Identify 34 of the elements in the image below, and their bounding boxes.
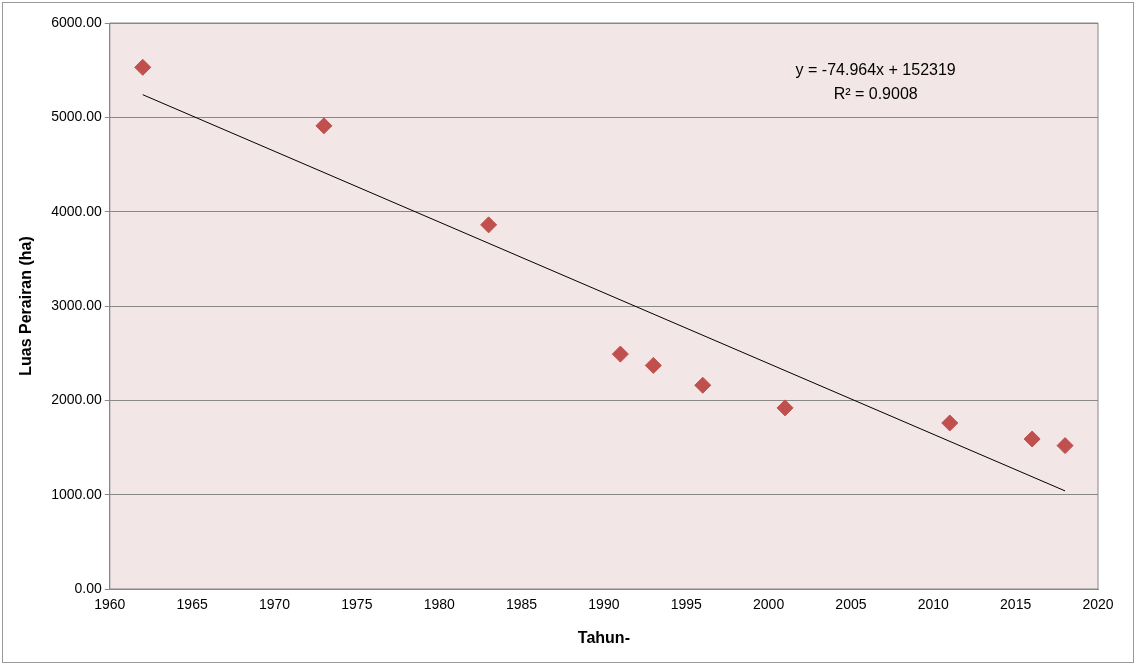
point [941,414,959,432]
y-tick-label: 1000.00 [51,485,103,502]
annotation: R² = 0.9008 [833,85,918,103]
x-tick-label: 1990 [588,596,620,613]
point [1023,430,1041,448]
x-tick-label: 2005 [835,596,867,613]
annotation: y = -74.964x + 152319 [795,61,956,79]
point [694,376,712,394]
x-tick-label: 2020 [1082,596,1114,613]
y-tick-label: 4000.00 [51,202,103,219]
y-tick-label: 0.00 [74,579,103,596]
x-tick-label: 1965 [176,596,208,613]
x-tick-label: 1960 [94,596,126,613]
point [776,399,794,417]
x-tick-label: 1985 [505,596,538,613]
point [1056,437,1074,455]
x-tick-label: 1980 [423,596,455,613]
x-axis-title: Tahun- [577,628,630,646]
point [315,117,333,135]
x-tick-label: 2000 [753,596,785,613]
point [134,58,152,76]
point [480,216,498,234]
point [644,356,662,374]
y-tick-label: 5000.00 [51,108,103,125]
y-axis-title: Luas Perairan (ha) [17,236,35,376]
x-tick-label: 1975 [341,596,373,613]
x-tick-label: 2015 [1000,596,1032,613]
x-tick-label: 1970 [258,596,291,613]
x-tick-label: 2010 [917,596,950,613]
y-tick-label: 2000.00 [51,391,103,408]
point [611,345,629,363]
x-tick-label: 1995 [670,596,703,613]
y-tick-label: 6000.00 [51,13,103,30]
y-tick-label: 3000.00 [51,296,103,313]
